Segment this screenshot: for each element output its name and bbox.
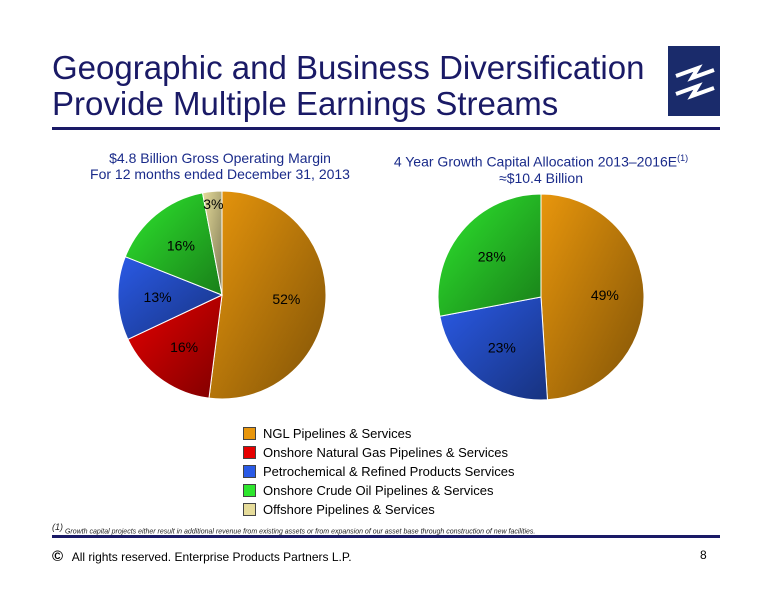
growth-capital-pie: 49% 23% 28%	[437, 193, 645, 401]
pie-slice	[439, 296, 548, 401]
pie-data-label: 52%	[272, 291, 300, 307]
legend-item: Offshore Pipelines & Services	[243, 500, 514, 519]
left-chart-heading: $4.8 Billion Gross Operating Margin For …	[70, 150, 370, 182]
legend-item: Petrochemical & Refined Products Service…	[243, 462, 514, 481]
pie-data-label: 3%	[203, 196, 223, 212]
gross-margin-pie: 52% 16% 13% 16% 3%	[117, 190, 327, 400]
legend-item: Onshore Crude Oil Pipelines & Services	[243, 481, 514, 500]
legend-swatch	[243, 465, 256, 478]
pie-data-label: 49%	[591, 287, 619, 303]
header-divider	[52, 127, 720, 130]
pie-slice	[124, 192, 223, 296]
pie-slice	[208, 190, 327, 400]
copyright-icon: ©	[52, 548, 64, 565]
legend-label: Onshore Natural Gas Pipelines & Services	[263, 445, 508, 460]
right-chart-title-note: (1)	[677, 153, 689, 163]
pie-data-label: 13%	[144, 289, 172, 305]
legend-item: NGL Pipelines & Services	[243, 424, 514, 443]
pie-slice	[437, 193, 542, 317]
footnote-text: Growth capital projects either result in…	[64, 528, 536, 536]
pie-slice	[540, 193, 645, 401]
chart-legend: NGL Pipelines & Services Onshore Natural …	[243, 424, 514, 519]
right-chart-title: 4 Year Growth Capital Allocation 2013–20…	[393, 153, 678, 170]
legend-swatch	[243, 503, 256, 516]
footnote: (1) Growth capital projects either resul…	[52, 522, 535, 535]
page-number: 8	[700, 548, 707, 562]
title-line-2: Provide Multiple Earnings Streams	[52, 85, 559, 122]
pie-slice	[127, 294, 223, 399]
footer-text: All rights reserved. Enterprise Products…	[71, 550, 352, 564]
pie-data-label: 23%	[488, 339, 516, 355]
left-chart-subtitle: For 12 months ended December 31, 2013	[90, 166, 350, 182]
right-chart-heading: 4 Year Growth Capital Allocation 2013–20…	[378, 150, 704, 186]
company-logo	[668, 46, 720, 116]
footnote-marker: (1)	[52, 522, 63, 532]
right-chart-subtitle: ≈$10.4 Billion	[499, 169, 583, 186]
pie-data-label: 16%	[170, 339, 198, 355]
legend-swatch	[243, 446, 256, 459]
pie-data-label: 16%	[167, 237, 195, 253]
legend-label: Onshore Crude Oil Pipelines & Services	[263, 483, 494, 498]
legend-label: Petrochemical & Refined Products Service…	[263, 464, 515, 479]
left-chart-title: $4.8 Billion Gross Operating Margin	[109, 150, 331, 166]
legend-label: Offshore Pipelines & Services	[263, 502, 435, 517]
footer: © All rights reserved. Enterprise Produc…	[52, 548, 352, 565]
footer-divider	[52, 535, 720, 538]
pie-slice	[117, 256, 224, 340]
legend-swatch	[243, 427, 256, 440]
lightning-logo-icon	[675, 64, 715, 100]
legend-label: NGL Pipelines & Services	[263, 426, 412, 441]
pie-data-label: 28%	[478, 248, 506, 264]
legend-swatch	[243, 484, 256, 497]
pie-slice	[201, 190, 223, 296]
legend-item: Onshore Natural Gas Pipelines & Services	[243, 443, 514, 462]
title-line-1: Geographic and Business Diversification	[52, 49, 645, 86]
slide-title: Geographic and Business Diversification …	[52, 50, 672, 122]
